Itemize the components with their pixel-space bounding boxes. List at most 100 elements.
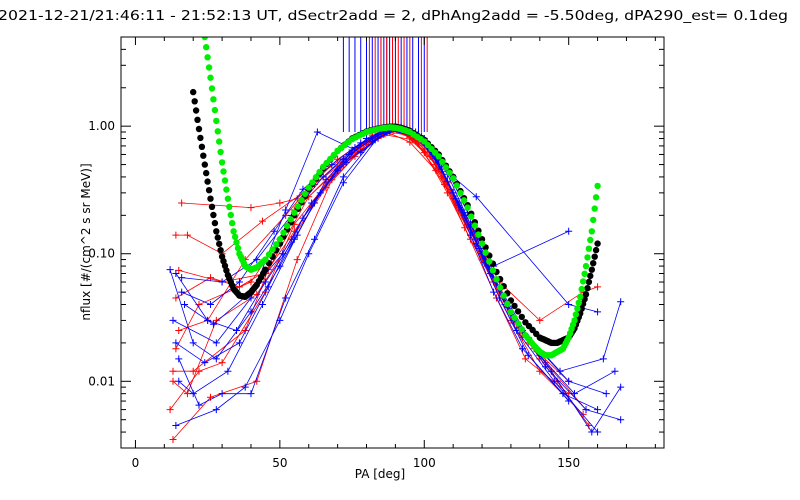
fit-point (584, 254, 591, 261)
data-point (261, 278, 269, 286)
green-fit-curve (201, 37, 601, 359)
x-tick-label: 100 (413, 456, 436, 470)
data-point (420, 149, 428, 157)
fit-point (200, 152, 207, 159)
fit-point (496, 284, 504, 291)
data-point (175, 377, 183, 385)
fit-point (205, 64, 213, 71)
fit-point (301, 190, 309, 197)
fit-point (579, 278, 587, 285)
data-point (166, 406, 174, 414)
fit-point (287, 216, 294, 223)
data-point (282, 294, 290, 302)
series-line (175, 127, 569, 402)
data-point (313, 128, 321, 136)
fit-point (273, 241, 280, 248)
x-tick-label: 150 (557, 456, 580, 470)
data-point (172, 294, 180, 302)
data-point (602, 390, 610, 398)
x-tick-label: 50 (272, 456, 287, 470)
red-series-1 (172, 124, 593, 430)
fit-point (582, 262, 590, 270)
data-point (319, 173, 327, 181)
data-point (212, 316, 220, 324)
fit-point (457, 189, 464, 197)
data-point (207, 274, 215, 282)
plot-area (120, 36, 665, 449)
fit-point (201, 161, 208, 168)
data-point (172, 231, 180, 239)
fit-point (305, 184, 312, 191)
fit-point (486, 258, 493, 265)
fit-point (229, 219, 236, 227)
data-point (189, 339, 197, 347)
fit-point (265, 251, 273, 258)
fit-point (190, 88, 197, 96)
fit-point (446, 169, 453, 176)
data-point (282, 206, 290, 214)
fit-point (489, 267, 497, 274)
fit-point (223, 186, 230, 193)
data-point (565, 377, 573, 385)
data-point (169, 435, 177, 443)
data-point (276, 199, 284, 207)
series-line (184, 128, 622, 372)
data-point (233, 327, 241, 335)
fit-point (482, 249, 489, 256)
red-series-6 (169, 131, 573, 398)
fit-point (590, 216, 597, 224)
fit-point (439, 158, 446, 165)
data-point (536, 316, 544, 324)
fit-point (213, 228, 220, 235)
fit-point (493, 276, 500, 283)
fit-point (585, 245, 593, 252)
data-point (178, 199, 186, 207)
fit-point (191, 98, 198, 105)
series-line (172, 134, 569, 395)
data-point (599, 355, 607, 363)
data-point (175, 355, 183, 363)
fit-point (262, 256, 269, 263)
data-point (594, 283, 602, 291)
fit-point (460, 197, 468, 204)
data-point (178, 288, 186, 296)
data-point (293, 231, 301, 239)
fit-point (230, 228, 237, 235)
fit-point (316, 168, 323, 176)
fit-point (218, 159, 226, 166)
data-point (169, 316, 177, 324)
data-point (241, 383, 249, 391)
fit-point (309, 179, 316, 186)
data-point (235, 278, 243, 286)
fit-point (211, 106, 219, 114)
data-point (588, 428, 596, 436)
fit-point (214, 234, 221, 241)
fit-point (283, 222, 291, 230)
axes: 0 50 100 150 0.01 0.10 1.00 (88, 36, 664, 470)
fit-point (590, 260, 597, 267)
fit-point (213, 117, 220, 125)
fit-point (197, 134, 204, 142)
data-point (339, 173, 347, 181)
fit-point (210, 211, 217, 219)
data-point (181, 300, 189, 308)
plot-frame (120, 36, 665, 449)
data-point (259, 217, 267, 225)
fit-point (312, 174, 320, 181)
fit-point (201, 37, 208, 41)
fit-point (294, 203, 302, 210)
fit-point (594, 182, 601, 190)
fit-point (464, 204, 471, 211)
data-point (172, 339, 180, 347)
fit-point (587, 272, 594, 280)
fit-point (504, 300, 511, 307)
fit-point (216, 240, 223, 248)
data-point (339, 179, 347, 187)
data-point (322, 176, 330, 184)
data-point (175, 266, 183, 274)
fit-point (500, 292, 507, 299)
fit-point (195, 125, 203, 133)
fit-point (291, 209, 298, 216)
fit-point (594, 240, 601, 247)
